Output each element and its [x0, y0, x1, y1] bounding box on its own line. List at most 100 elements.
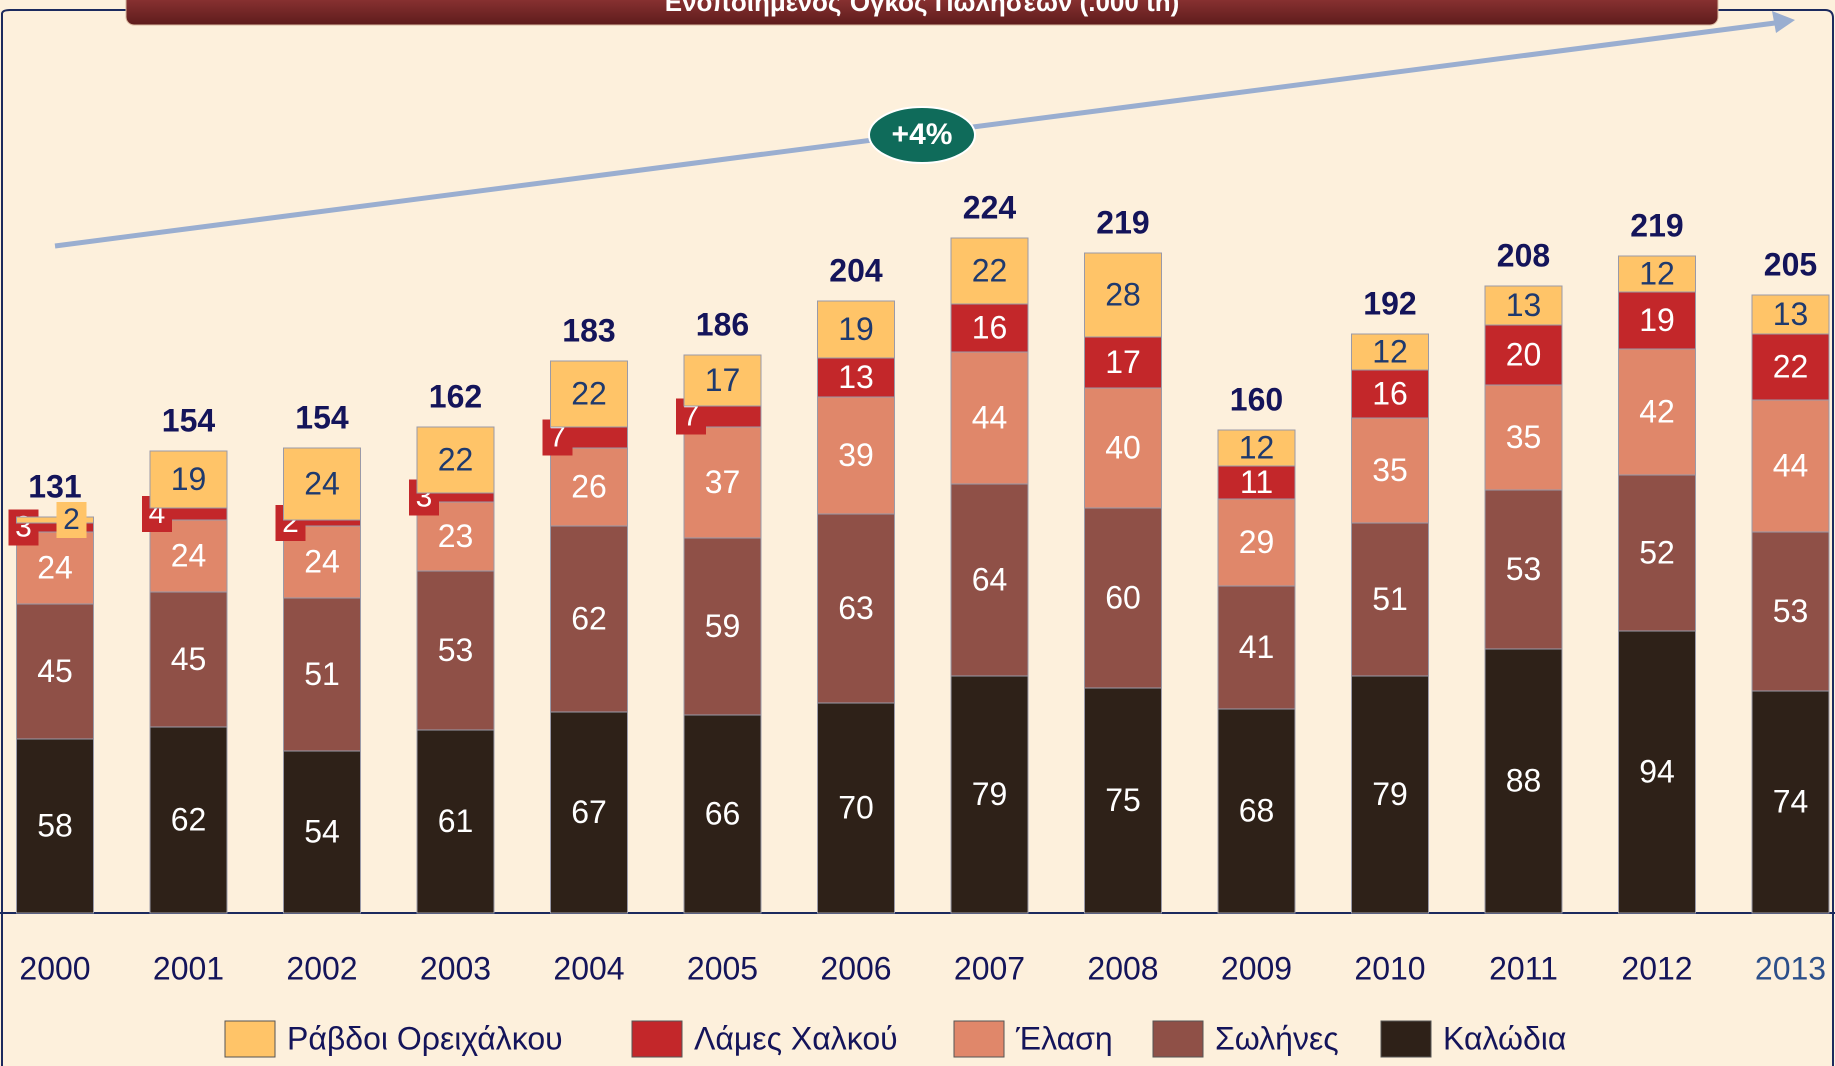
label-box	[56, 502, 87, 538]
bar-segment	[683, 537, 762, 716]
segment-label: 16	[1372, 375, 1408, 411]
total-label: 160	[1230, 381, 1283, 417]
growth-badge	[868, 106, 976, 164]
bar-segment	[1084, 252, 1162, 338]
segment-label: 67	[571, 794, 607, 830]
x-tick-label: 2013	[1755, 950, 1826, 986]
segment-label: 62	[171, 801, 207, 837]
bar-segment	[550, 525, 628, 713]
bar-segment	[817, 513, 895, 704]
bar-segment	[416, 426, 495, 494]
bar-segment	[683, 354, 762, 407]
bar-segment	[1217, 465, 1296, 500]
segment-label: 13	[838, 359, 874, 395]
segment-label: 12	[1639, 255, 1675, 291]
segment-label: 17	[1105, 344, 1141, 380]
bar-segment	[1618, 348, 1696, 476]
legend-swatch	[1380, 1020, 1432, 1058]
bar-segment	[16, 516, 94, 524]
segment-label: 29	[1239, 524, 1275, 560]
segment-label: 13	[1773, 296, 1809, 332]
segment-label: 40	[1105, 429, 1141, 465]
segment-label: 44	[1773, 447, 1809, 483]
x-tick-label: 2010	[1354, 950, 1425, 986]
bar-segment	[1484, 285, 1563, 326]
segment-label: 26	[571, 468, 607, 504]
bar-segment	[950, 237, 1029, 305]
segment-label: 51	[1372, 581, 1408, 617]
segment-label: 61	[438, 803, 474, 839]
bar-segment	[1217, 708, 1296, 914]
bar-segment	[149, 450, 228, 509]
segment-label: 41	[1239, 629, 1275, 665]
segment-label: 53	[438, 632, 474, 668]
x-tick-label: 2012	[1621, 950, 1692, 986]
legend-swatch	[631, 1020, 683, 1058]
legend-swatch	[1152, 1020, 1204, 1058]
segment-label: 20	[1506, 336, 1542, 372]
segment-label: 51	[304, 656, 340, 692]
x-tick-label: 2007	[954, 950, 1025, 986]
bar-segment	[416, 501, 495, 572]
segment-label: 74	[1773, 783, 1809, 819]
chart-title: Ενοποιημένος Όγκος Πωλήσεων (.000 tn)	[665, 0, 1180, 17]
bar-segment	[1751, 690, 1830, 914]
total-label: 154	[295, 399, 349, 435]
x-tick-label: 2001	[153, 950, 224, 986]
total-label: 131	[28, 468, 81, 504]
segment-label: 24	[37, 549, 73, 585]
title-banner	[125, 0, 1719, 26]
segment-label: 35	[1372, 452, 1408, 488]
bar-segment	[1618, 255, 1696, 293]
bar-segment	[1751, 399, 1830, 533]
bar-segment	[683, 714, 762, 914]
bar-segment	[1217, 498, 1296, 587]
segment-label: 2	[63, 503, 80, 536]
bar-segment	[950, 351, 1029, 485]
segment-label: 22	[438, 441, 474, 477]
segment-label: 22	[972, 252, 1008, 288]
bar-segment	[550, 711, 628, 914]
growth-label: +4%	[892, 118, 953, 151]
segment-label: 45	[37, 653, 73, 689]
segment-label: 79	[972, 776, 1008, 812]
bar-segment	[817, 396, 895, 515]
legend-swatch	[224, 1020, 276, 1058]
bar-segment	[550, 360, 628, 428]
x-tick-label: 2009	[1221, 950, 1292, 986]
arrow-head	[1772, 11, 1795, 33]
total-label: 192	[1363, 285, 1416, 321]
bar-segment	[283, 750, 361, 914]
segment-label: 19	[171, 461, 207, 497]
segment-label: 17	[705, 362, 741, 398]
segment-label: 39	[838, 437, 874, 473]
x-tick-label: 2003	[420, 950, 491, 986]
segment-label: 53	[1506, 551, 1542, 587]
total-label: 186	[696, 306, 749, 342]
bar-segment	[817, 702, 895, 914]
segment-label: 63	[838, 590, 874, 626]
segment-label: 35	[1506, 419, 1542, 455]
legend-label: Λάμες Χαλκού	[694, 1020, 898, 1056]
bar-segment	[550, 447, 628, 527]
bar-segment	[1351, 417, 1429, 524]
segment-label: 79	[1372, 776, 1408, 812]
total-label: 204	[829, 252, 883, 288]
bar-segment	[1351, 522, 1429, 677]
bar-segment	[1084, 336, 1162, 389]
bar-segment	[1217, 585, 1296, 710]
bar-segment	[950, 675, 1029, 914]
segment-label: 60	[1105, 579, 1141, 615]
bar-segment	[1751, 294, 1830, 335]
bar-segment	[1751, 333, 1830, 401]
bar-segment	[817, 300, 895, 359]
segment-label: 42	[1639, 393, 1675, 429]
bar-segment	[1484, 648, 1563, 914]
label-box	[8, 509, 39, 546]
segment-label: 45	[171, 641, 207, 677]
bar-segment	[16, 603, 94, 740]
bar-segment	[1751, 531, 1830, 692]
segment-label: 64	[972, 561, 1008, 597]
x-tick-label: 2011	[1489, 950, 1558, 986]
bar-segment	[950, 483, 1029, 677]
